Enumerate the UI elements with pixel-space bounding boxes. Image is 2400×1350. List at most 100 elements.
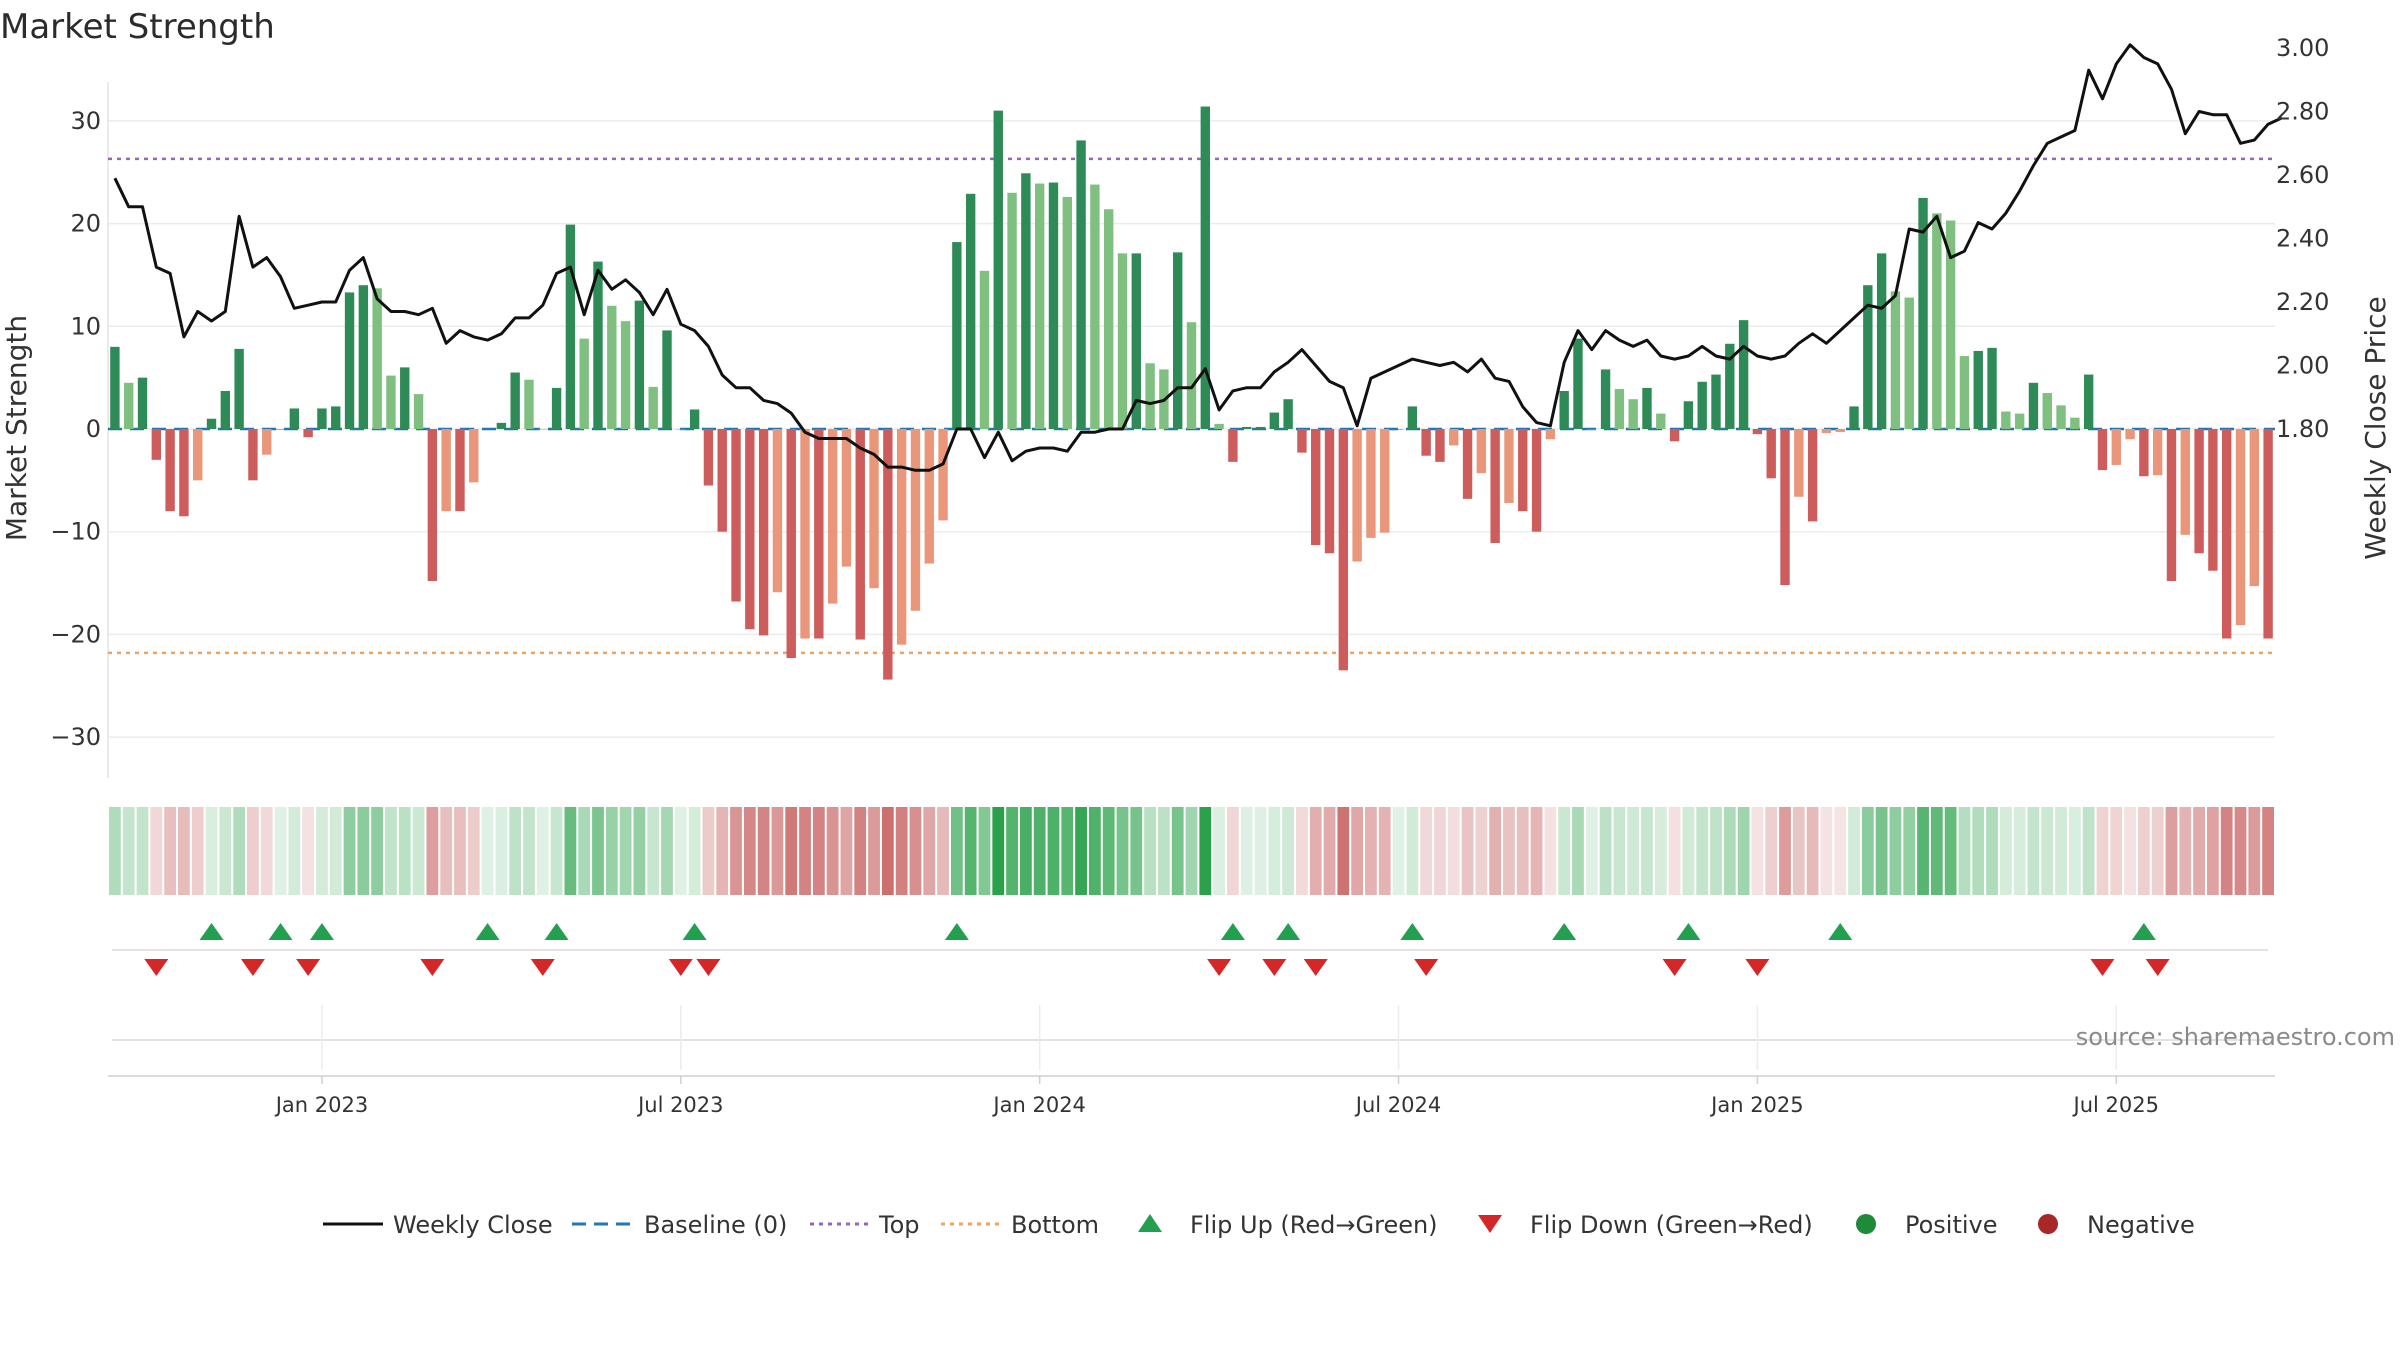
strength-bar: [165, 429, 175, 512]
strip-cell: [1171, 807, 1184, 895]
flip-up-marker: [475, 923, 500, 940]
flip-down-marker: [2145, 959, 2170, 976]
strip-cell: [440, 807, 453, 895]
strength-bar: [358, 285, 369, 429]
strength-bar: [855, 429, 865, 640]
strength-bar: [938, 429, 948, 521]
strip-cell: [2013, 807, 2026, 895]
strength-bar: [869, 429, 879, 589]
strip-cell: [1503, 807, 1515, 895]
strip-cell: [1227, 807, 1239, 895]
right-tick-label: 1.80: [2276, 415, 2329, 443]
strength-bar: [2194, 429, 2204, 554]
strength-bar: [993, 110, 1003, 429]
x-tick-label: Jan 2025: [1709, 1093, 1804, 1117]
strip-cell: [1378, 807, 1391, 895]
strip-cell: [1530, 807, 1543, 895]
strip-cell: [1047, 807, 1060, 895]
strip-cell: [799, 807, 811, 895]
weekly-close-line: [113, 43, 2283, 472]
legend-label: Flip Up (Red→Green): [1190, 1211, 1438, 1239]
strip-cell: [1489, 807, 1502, 895]
strip-cell: [1903, 807, 1916, 895]
strength-bars: [110, 106, 2273, 680]
strength-bar: [1421, 429, 1431, 456]
strength-bar: [676, 429, 686, 430]
strength-heat-strip: [109, 807, 2274, 895]
strip-cell: [412, 807, 425, 895]
strength-bar: [2125, 429, 2135, 440]
strength-bar: [648, 386, 658, 429]
strip-cell: [1351, 807, 1364, 895]
strip-cell: [1572, 807, 1584, 895]
strip-cell: [398, 807, 411, 895]
strip-cell: [702, 807, 715, 895]
strength-bar: [772, 429, 783, 593]
strip-cell: [2206, 807, 2219, 895]
strip-cell: [302, 807, 315, 895]
strength-bar: [1918, 197, 1928, 429]
strip-cell: [316, 807, 328, 895]
flip-markers: [108, 923, 2275, 1077]
strength-bar: [924, 429, 934, 564]
strip-cell: [2234, 807, 2247, 895]
strength-bar: [1531, 429, 1542, 532]
strength-bar: [110, 346, 120, 429]
strength-bar: [1725, 343, 1735, 429]
strength-bar: [1628, 399, 1638, 429]
chart-title: Market Strength: [0, 7, 275, 47]
strength-bar: [910, 429, 921, 611]
strip-cell: [1254, 807, 1267, 895]
strength-bar: [372, 288, 382, 429]
strength-bar: [1462, 429, 1473, 499]
strength-bar: [1338, 429, 1349, 671]
strip-cell: [895, 807, 908, 895]
strip-cell: [1282, 807, 1295, 895]
strip-cell: [1213, 807, 1226, 895]
strength-bar: [1311, 429, 1321, 546]
strip-cell: [509, 807, 522, 895]
strip-cell: [1641, 807, 1653, 895]
strength-bar: [1449, 429, 1459, 446]
strip-cell: [1144, 807, 1156, 895]
strip-cell: [1751, 807, 1764, 895]
strip-cell: [1668, 807, 1681, 895]
strip-cell: [1516, 807, 1529, 895]
legend-label: Baseline (0): [644, 1211, 787, 1239]
strip-cell: [1999, 807, 2012, 895]
strength-bar: [1117, 253, 1128, 429]
strength-bar: [206, 418, 217, 429]
strength-bar: [1297, 429, 1307, 453]
strength-bar: [1186, 322, 1197, 429]
flip-down-marker: [668, 959, 693, 976]
strength-bar: [1573, 338, 1583, 429]
strength-bar: [193, 429, 203, 481]
strength-bar: [841, 429, 852, 567]
strip-cell: [385, 807, 397, 895]
strength-bar: [689, 409, 700, 429]
right-tick-label: 2.00: [2276, 352, 2329, 380]
strength-bar: [1200, 106, 1210, 429]
strip-cell: [674, 807, 687, 895]
strip-cell: [1420, 807, 1433, 895]
strength-bar: [1904, 297, 1914, 429]
strip-cell: [1765, 807, 1778, 895]
strength-bar: [1545, 429, 1556, 440]
strength-bar: [469, 429, 479, 483]
source-label: source: sharemaestro.com: [2076, 1023, 2395, 1051]
strength-bar: [883, 429, 893, 680]
strip-cell: [247, 807, 259, 895]
strength-bar: [1380, 429, 1390, 533]
flip-down-marker: [696, 959, 721, 976]
strip-cell: [1654, 807, 1667, 895]
strip-cell: [1157, 807, 1170, 895]
strip-cell: [1792, 807, 1805, 895]
strip-cell: [1806, 807, 1819, 895]
strength-bar: [1863, 285, 1873, 429]
flip-up-marker: [1828, 923, 1853, 940]
strength-bar: [1214, 423, 1224, 429]
strip-cell: [2027, 807, 2040, 895]
strength-bar: [800, 429, 810, 639]
strength-bar: [551, 387, 562, 429]
strength-bar: [1090, 184, 1100, 429]
